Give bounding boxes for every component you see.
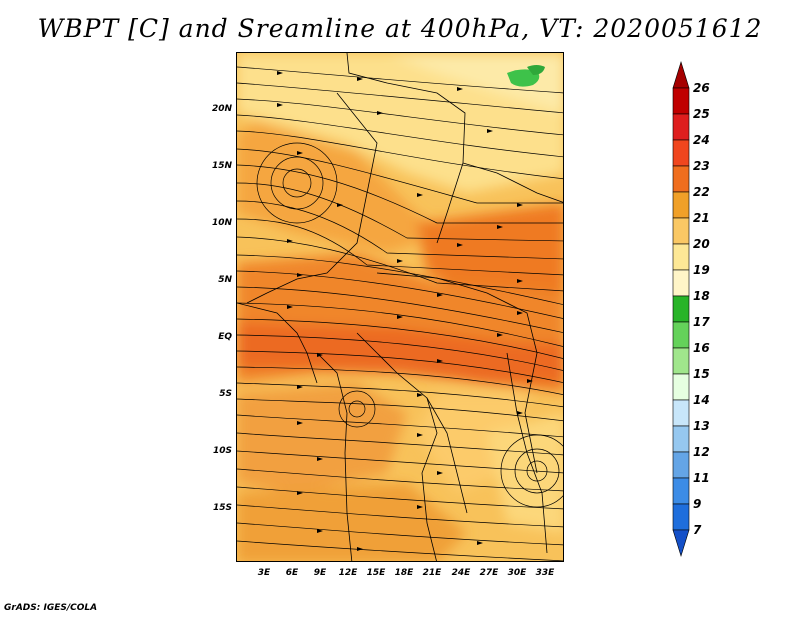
colorbar-label: 9 <box>693 497 702 511</box>
colorbar-label: 18 <box>693 289 710 303</box>
colorbar-swatch <box>672 477 690 505</box>
colorbar-label: 25 <box>693 107 710 121</box>
colorbar-swatch <box>672 321 690 349</box>
colorbar-label: 19 <box>693 263 710 277</box>
wbpt-field <box>237 53 563 561</box>
map-title: WBPT [C] and Sreamline at 400hPa, VT: 20… <box>37 14 763 43</box>
lon-label-9e: 9E <box>313 568 327 578</box>
lat-label-5n: 5N <box>218 275 232 285</box>
grads-credit: GrADS: IGES/COLA <box>4 603 98 613</box>
lon-label-30e: 30E <box>507 568 527 578</box>
lon-label-3e: 3E <box>257 568 271 578</box>
colorbar <box>672 60 690 558</box>
colorbar-label: 20 <box>693 237 710 251</box>
colorbar-swatch <box>672 347 690 375</box>
lon-label-18e: 18E <box>394 568 414 578</box>
colorbar-label: 17 <box>693 315 710 329</box>
lat-label-15n: 15N <box>211 161 232 171</box>
colorbar-swatch <box>672 503 690 531</box>
lat-label-10s: 10S <box>212 446 232 456</box>
colorbar-label: 12 <box>693 445 710 459</box>
lon-label-21e: 21E <box>422 568 442 578</box>
colorbar-swatch <box>672 165 690 193</box>
colorbar-label: 23 <box>693 159 710 173</box>
colorbar-swatch <box>672 139 690 167</box>
colorbar-label: 16 <box>693 341 710 355</box>
colorbar-label: 21 <box>693 211 710 225</box>
lat-label-20n: 20N <box>211 104 232 114</box>
lon-label-27e: 27E <box>479 568 499 578</box>
colorbar-label: 7 <box>693 523 702 537</box>
lat-label-eq: EQ <box>218 332 232 342</box>
colorbar-label: 13 <box>693 419 710 433</box>
lat-label-5s: 5S <box>219 389 232 399</box>
lat-label-10n: 10N <box>211 218 232 228</box>
colorbar-swatch <box>672 425 690 453</box>
colorbar-swatch <box>672 60 690 89</box>
colorbar-swatch <box>672 243 690 271</box>
colorbar-swatch <box>672 191 690 219</box>
colorbar-swatch <box>672 295 690 323</box>
lat-label-15s: 15S <box>212 503 232 513</box>
colorbar-label: 24 <box>693 133 710 147</box>
colorbar-swatch <box>672 373 690 401</box>
colorbar-label: 22 <box>693 185 710 199</box>
lon-label-12e: 12E <box>338 568 358 578</box>
colorbar-label: 26 <box>693 81 710 95</box>
colorbar-swatch <box>672 399 690 427</box>
lon-label-24e: 24E <box>451 568 471 578</box>
lon-label-6e: 6E <box>285 568 299 578</box>
colorbar-swatch <box>672 269 690 297</box>
colorbar-label: 14 <box>693 393 710 407</box>
colorbar-label: 15 <box>693 367 710 381</box>
colorbar-swatch <box>672 87 690 115</box>
lon-label-15e: 15E <box>366 568 386 578</box>
colorbar-swatch <box>672 451 690 479</box>
colorbar-swatch <box>672 529 690 558</box>
colorbar-swatch <box>672 113 690 141</box>
colorbar-swatch <box>672 217 690 245</box>
streamlines <box>237 66 563 561</box>
streamline-arrows <box>277 71 533 551</box>
map-panel <box>236 52 564 562</box>
colorbar-label: 11 <box>693 471 710 485</box>
lon-label-33e: 33E <box>535 568 555 578</box>
